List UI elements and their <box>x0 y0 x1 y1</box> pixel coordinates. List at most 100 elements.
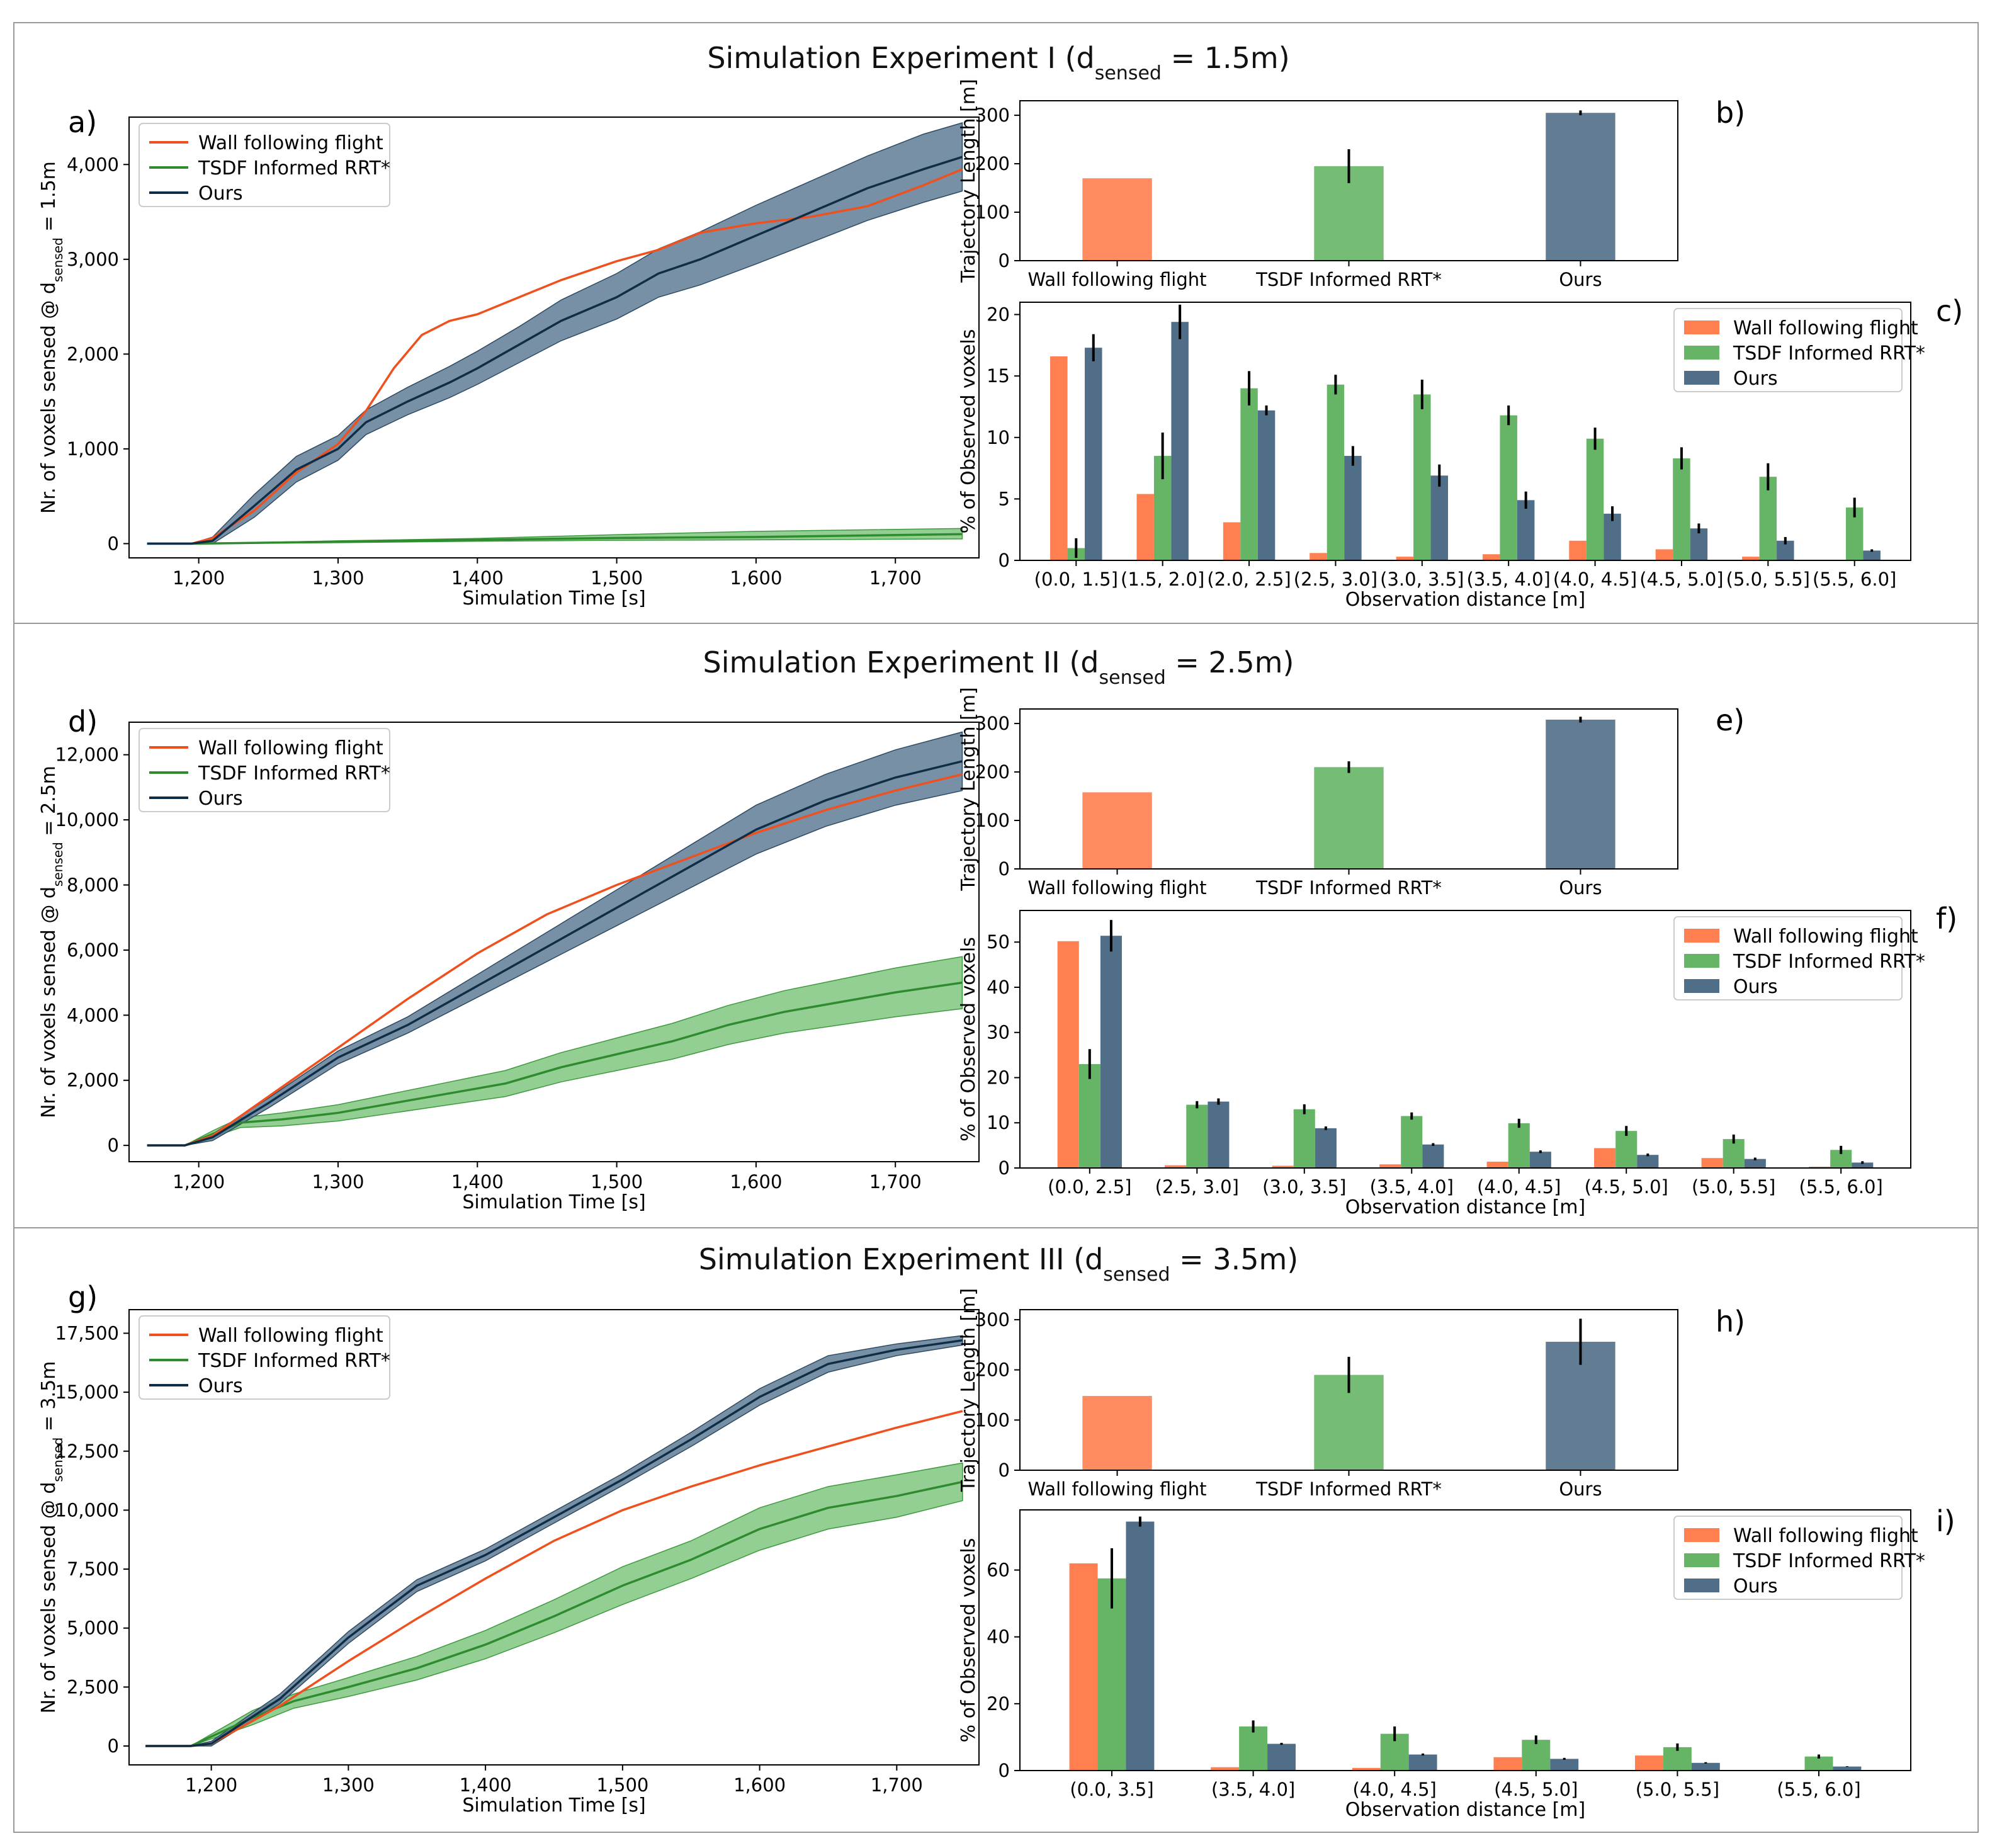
legend-entry: TSDF Informed RRT* <box>1733 1550 1925 1572</box>
x-tick-label: (5.5, 6.0] <box>1777 1779 1860 1800</box>
legend-entry: Ours <box>198 183 243 205</box>
x-tick-label: (2.5, 3.0] <box>1155 1176 1239 1198</box>
legend-swatch-bar <box>1684 346 1719 360</box>
y-tick-label: 0 <box>999 858 1010 880</box>
bar-wall <box>1655 549 1673 560</box>
x-tick-label: (5.5, 6.0] <box>1813 569 1896 590</box>
bar-wall <box>1211 1767 1240 1771</box>
bar-ours <box>1690 528 1708 560</box>
x-tick-label: (1.5, 2.0] <box>1121 569 1204 590</box>
y-tick-label: 10 <box>987 1112 1010 1133</box>
y-tick-label: 0 <box>999 1460 1010 1481</box>
legend-entry: Wall following flight <box>1733 317 1918 339</box>
legend-box <box>139 728 390 812</box>
x-tick-label: 1,300 <box>312 567 364 589</box>
x-tick-label: (4.5, 5.0] <box>1585 1176 1668 1198</box>
bar-ours <box>1408 1754 1437 1771</box>
x-tick-label: 1,200 <box>173 1171 225 1193</box>
y-tick-label: 3,000 <box>67 249 119 270</box>
x-tick-label: 1,400 <box>451 1171 504 1193</box>
legend-entry: TSDF Informed RRT* <box>198 157 390 179</box>
x-tick-label: 1,700 <box>869 567 922 589</box>
bar-wall <box>1082 178 1152 261</box>
plot-frame <box>1019 1509 1911 1771</box>
bar-ours <box>1852 1162 1874 1168</box>
plot-frame <box>1019 100 1678 261</box>
bar-tsdf <box>1500 415 1517 560</box>
x-axis-label: Simulation Time [s] <box>462 1191 645 1213</box>
y-tick-label: 50 <box>987 931 1010 953</box>
bar-tsdf <box>1240 388 1258 560</box>
x-tick-label: (0.0, 3.5] <box>1070 1779 1153 1800</box>
plot-frame <box>128 722 980 1162</box>
bar-wall <box>1742 557 1760 560</box>
x-tick-label: TSDF Informed RRT* <box>1255 877 1442 898</box>
panel-label: i) <box>1936 1504 1955 1538</box>
x-tick-label: (2.0, 2.5] <box>1207 569 1291 590</box>
series-line-ours <box>147 760 963 1147</box>
bar-ours <box>1422 1144 1444 1168</box>
x-tick-label: (3.0, 3.5] <box>1262 1176 1346 1198</box>
legend-swatch-bar <box>1684 320 1719 334</box>
x-tick-label: Ours <box>1559 269 1602 290</box>
panel-label: f) <box>1936 902 1957 936</box>
x-tick-label: 1,600 <box>733 1774 786 1796</box>
panel-label: d) <box>68 705 98 739</box>
bar-tsdf <box>1293 1109 1315 1168</box>
trajectory-length-bar-chart: Wall following flight TSDF Informed RRT* O… <box>958 1288 1678 1500</box>
y-tick-label: 10,000 <box>55 809 119 830</box>
bar-wall <box>1701 1158 1723 1168</box>
y-tick-label: 2,000 <box>67 343 119 365</box>
y-tick-label: 6,000 <box>67 939 119 961</box>
plot-frame <box>1019 1309 1678 1471</box>
series-line-wall <box>147 773 963 1147</box>
y-axis-label: Nr. of voxels sensed @ dsensed = 1.5m <box>38 161 65 514</box>
x-axis-label: Simulation Time [s] <box>462 1794 645 1817</box>
legend-box <box>1673 916 1903 1001</box>
panel-label: b) <box>1716 96 1745 130</box>
x-tick-label: (3.5, 4.0] <box>1370 1176 1454 1198</box>
x-tick-label: (5.0, 5.5] <box>1692 1176 1775 1198</box>
bar-wall <box>1569 540 1587 560</box>
bar-wall <box>1635 1755 1663 1771</box>
y-tick-label: 20 <box>987 1067 1010 1088</box>
bar-ours <box>1833 1766 1862 1771</box>
y-axis-label: % of Observed voxels <box>958 937 980 1142</box>
legend-entry: TSDF Informed RRT* <box>198 1350 390 1372</box>
x-tick-label: Wall following flight <box>1028 269 1207 290</box>
bar-ours <box>1267 1743 1296 1771</box>
x-tick-label: (4.0, 4.5] <box>1353 1779 1437 1800</box>
y-tick-label: 5 <box>999 488 1010 509</box>
y-tick-label: 1,000 <box>67 438 119 460</box>
legend-entry: Wall following flight <box>1733 1525 1918 1547</box>
section-title: Simulation Experiment I (dsensed = 1.5m) <box>707 41 1289 84</box>
y-tick-label: 2,500 <box>67 1676 119 1698</box>
bar-wall <box>1493 1757 1522 1771</box>
y-tick-label: 10,000 <box>55 1499 119 1521</box>
series-line-ours <box>145 1339 963 1747</box>
section-title: Simulation Experiment II (dsensed = 2.5m… <box>703 645 1294 689</box>
legend-swatch-bar <box>1684 1579 1719 1592</box>
coverage-line-chart: 1,200 1,300 1,400 1,500 1,600 1,700 0 1,000 2,00… <box>38 116 980 609</box>
y-tick-label: 0 <box>999 250 1010 271</box>
legend-entry: Wall following flight <box>198 1325 383 1347</box>
y-tick-label: 0 <box>108 1135 119 1156</box>
series-line-tsdf <box>145 1480 963 1747</box>
legend-swatch-bar <box>1684 929 1719 943</box>
x-tick-label: 1,500 <box>591 1171 643 1193</box>
x-tick-label: (0.0, 1.5] <box>1034 569 1118 590</box>
legend-entry: TSDF Informed RRT* <box>1733 343 1925 365</box>
y-tick-label: 100 <box>975 1409 1010 1431</box>
bar-wall <box>1069 1563 1098 1771</box>
bar-tsdf <box>1097 1578 1126 1771</box>
bar-ours <box>1208 1101 1230 1168</box>
bar-tsdf <box>1508 1123 1530 1168</box>
x-tick-label: 1,600 <box>730 1171 782 1193</box>
bar-tsdf <box>1663 1747 1692 1771</box>
bar-wall <box>1379 1164 1401 1168</box>
x-tick-label: TSDF Informed RRT* <box>1255 1478 1442 1500</box>
x-tick-label: Ours <box>1559 1478 1602 1500</box>
observation-distance-bar-chart: (0.0, 2.5] (2.5, 3.0] (3.0, 3.5] (3.5, 4.0]… <box>958 910 1925 1218</box>
bar-wall <box>1057 941 1079 1168</box>
x-tick-label: Ours <box>1559 877 1602 898</box>
